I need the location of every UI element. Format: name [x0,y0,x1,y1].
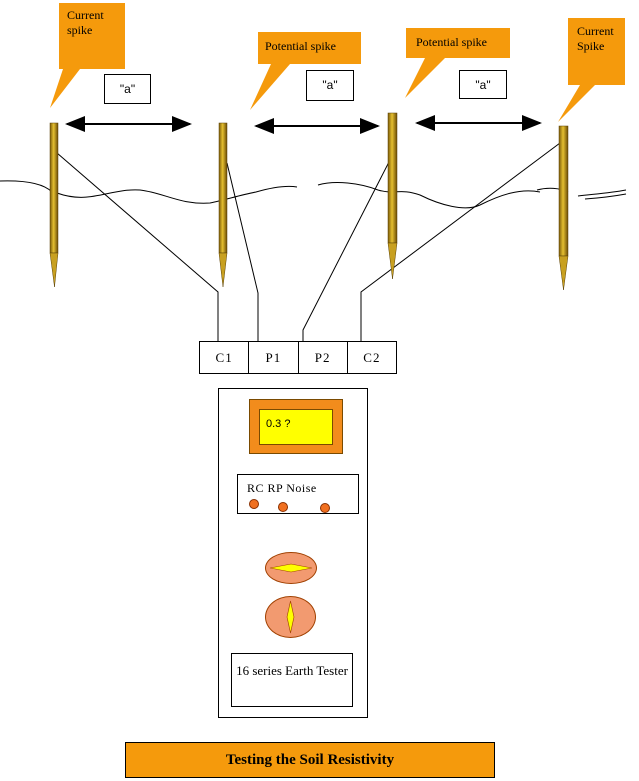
terminal-strip: C1 P1 P2 C2 [199,341,397,374]
terminal-c1: C1 [200,342,250,373]
diagram-title: Testing the Soil Resistivity [125,742,495,778]
range-knob-pointer-icon [269,563,313,573]
earth-tester: 0.3 ? RC RP Noise 16 series Earth Tester [218,388,368,718]
spike-potential-right [387,112,398,280]
spacing-label-1: "a" [104,74,151,104]
spacing-label-3: "a" [459,70,507,99]
indicator-panel: RC RP Noise [237,474,359,514]
callout-current-spike-right [558,18,625,122]
function-knob-pointer-icon [286,600,295,634]
led-rp [278,502,288,512]
spacing-label-2: "a" [306,70,354,101]
tester-display-frame: 0.3 ? [249,399,343,454]
callout-current-spike-left [50,3,125,108]
callout-potential-spike-left [250,32,361,110]
terminal-p2: P2 [299,342,348,373]
indicator-label: RC RP Noise [247,481,317,495]
callout-current-spike-left-text: Current spike [67,8,104,37]
led-rc [249,499,259,509]
terminal-p1: P1 [249,342,299,373]
tester-display-reading: 0.3 ? [259,409,333,445]
ground-surface [0,180,627,209]
connection-wires [56,142,561,341]
spike-current-left [49,122,59,288]
callout-potential-spike-left-text: Potential spike [265,39,336,53]
spike-current-right [558,125,569,291]
function-knob[interactable] [265,596,316,638]
callout-potential-spike-right [405,28,510,98]
tester-model-label: 16 series Earth Tester [231,653,353,707]
led-noise [320,503,330,513]
terminal-c2: C2 [363,350,381,365]
callout-current-spike-right-text: Current Spike [577,24,614,53]
range-knob[interactable] [265,552,317,584]
callout-potential-spike-right-text: Potential spike [416,35,487,49]
spike-potential-left [218,122,228,288]
